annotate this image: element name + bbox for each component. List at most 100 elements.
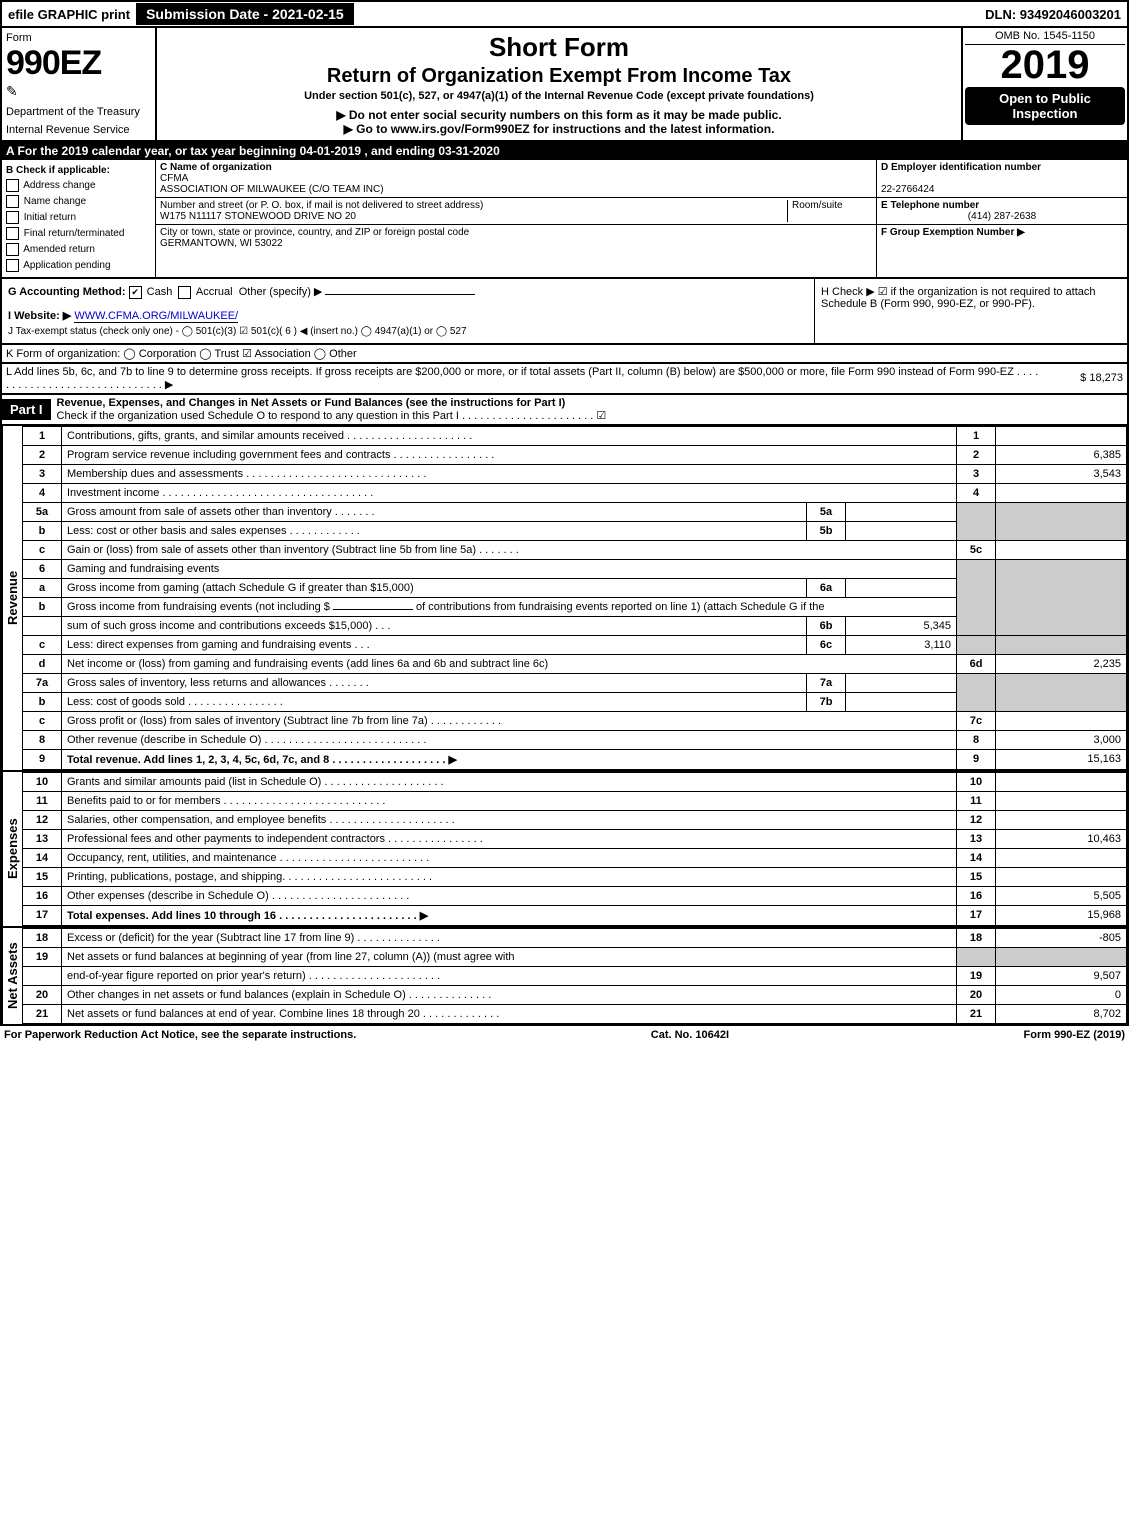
goto-link[interactable]: ▶ Go to www.irs.gov/Form990EZ for instru… [165,122,953,136]
f-label: F Group Exemption Number ▶ [881,227,1025,238]
return-title: Return of Organization Exempt From Incom… [165,65,953,88]
l-text: L Add lines 5b, 6c, and 7b to line 9 to … [6,366,1043,391]
room-label: Room/suite [792,200,843,211]
line-13: Professional fees and other payments to … [62,829,957,848]
amt-17: 15,968 [996,905,1127,925]
page-footer: For Paperwork Reduction Act Notice, see … [0,1026,1129,1044]
line-11: Benefits paid to or for members . . . . … [62,791,957,810]
city: GERMANTOWN, WI 53022 [160,238,283,249]
short-form-title: Short Form [165,32,953,63]
line-19b: end-of-year figure reported on prior yea… [62,966,957,985]
amt-6d: 2,235 [996,654,1127,673]
app-pending-checkbox[interactable] [6,259,19,272]
footer-right: Form 990-EZ (2019) [1024,1029,1125,1041]
expenses-section: Expenses 10Grants and similar amounts pa… [0,772,1129,928]
line-7a: Gross sales of inventory, less returns a… [62,673,807,692]
amended-return-label: Amended return [23,244,95,255]
line-8: Other revenue (describe in Schedule O) .… [62,730,957,749]
top-bar: efile GRAPHIC print Submission Date - 20… [0,0,1129,28]
line-20: Other changes in net assets or fund bala… [62,985,957,1004]
accrual-checkbox[interactable] [178,286,191,299]
form-label: Form [6,32,151,44]
i-label: I Website: ▶ [8,310,71,322]
revenue-vert-label: Revenue [2,426,22,770]
line-18: Excess or (deficit) for the year (Subtra… [62,928,957,947]
subtitle: Under section 501(c), 527, or 4947(a)(1)… [165,90,953,102]
department: Department of the Treasury [6,106,151,118]
amt-2: 6,385 [996,445,1127,464]
g-label: G Accounting Method: [8,286,126,298]
netassets-vert-label: Net Assets [2,928,22,1024]
irs: Internal Revenue Service [6,124,151,136]
open-to-public: Open to Public Inspection [965,87,1125,125]
city-label: City or town, state or province, country… [160,227,469,238]
line-6c: Less: direct expenses from gaming and fu… [62,635,807,654]
part1-checknote: Check if the organization used Schedule … [57,410,607,422]
website-link[interactable]: WWW.CFMA.ORG/MILWAUKEE/ [74,310,238,323]
amt-20: 0 [996,985,1127,1004]
initial-return-label: Initial return [24,212,76,223]
part1-label: Part I [2,399,51,420]
amt-6c: 3,110 [846,635,957,654]
cash-label: Cash [147,286,173,298]
b-label: B Check if applicable: [6,165,151,176]
line-4: Investment income . . . . . . . . . . . … [62,483,957,502]
line-7b: Less: cost of goods sold . . . . . . . .… [62,692,807,711]
line-16: Other expenses (describe in Schedule O) … [62,886,957,905]
line-10: Grants and similar amounts paid (list in… [62,772,957,791]
tax-year: 2019 [965,45,1125,85]
submission-date: Submission Date - 2021-02-15 [136,3,354,25]
other-method-label: Other (specify) ▶ [239,286,323,298]
form-header: Form 990EZ ✎ Department of the Treasury … [0,28,1129,142]
c-label: C Name of organization [160,162,272,173]
line-6b-wrap: Gross income from fundraising events (no… [62,597,957,616]
amended-return-checkbox[interactable] [6,243,19,256]
line-6: Gaming and fundraising events [62,559,957,578]
j-tax-exempt: J Tax-exempt status (check only one) - ◯… [8,326,808,337]
amt-18: -805 [996,928,1127,947]
dln: DLN: 93492046003201 [985,7,1127,22]
line-6b2: of contributions from fundraising events… [416,601,824,613]
amt-16: 5,505 [996,886,1127,905]
final-return-checkbox[interactable] [6,227,19,240]
amt-8: 3,000 [996,730,1127,749]
footer-left: For Paperwork Reduction Act Notice, see … [4,1029,356,1041]
amt-3: 3,543 [996,464,1127,483]
line-6b3: sum of such gross income and contributio… [62,616,807,635]
l-row: L Add lines 5b, 6c, and 7b to line 9 to … [0,364,1129,395]
street-label: Number and street (or P. O. box, if mail… [160,200,483,211]
part1-title: Revenue, Expenses, and Changes in Net As… [57,397,566,409]
expenses-vert-label: Expenses [2,772,22,926]
line-17: Total expenses. Add lines 10 through 16 … [62,905,957,925]
initial-return-checkbox[interactable] [6,211,19,224]
ein: 22-2766424 [881,184,934,195]
cash-checkbox[interactable] [129,286,142,299]
line-6b1: Gross income from fundraising events (no… [67,601,330,613]
street: W175 N11117 STONEWOOD DRIVE NO 20 [160,211,356,222]
e-label: E Telephone number [881,200,979,211]
amt-21: 8,702 [996,1004,1127,1023]
line-9: Total revenue. Add lines 1, 2, 3, 4, 5c,… [62,749,957,769]
line-3: Membership dues and assessments . . . . … [62,464,957,483]
line-5c: Gain or (loss) from sale of assets other… [62,540,957,559]
form-number: 990EZ [6,44,151,83]
net-assets-section: Net Assets 18Excess or (deficit) for the… [0,928,1129,1026]
line-2: Program service revenue including govern… [62,445,957,464]
entity-info: B Check if applicable: Address change Na… [0,160,1129,279]
amt-6b: 5,345 [846,616,957,635]
amt-13: 10,463 [996,829,1127,848]
addr-change-checkbox[interactable] [6,179,19,192]
amt-19: 9,507 [996,966,1127,985]
revenue-section: Revenue 1Contributions, gifts, grants, a… [0,426,1129,772]
efile-label[interactable]: efile GRAPHIC print [2,7,136,22]
line-7c: Gross profit or (loss) from sales of inv… [62,711,957,730]
name-change-label: Name change [24,196,86,207]
line-6a: Gross income from gaming (attach Schedul… [62,578,807,597]
name-change-checkbox[interactable] [6,195,19,208]
line-19a: Net assets or fund balances at beginning… [62,947,957,966]
line-15: Printing, publications, postage, and shi… [62,867,957,886]
addr-change-label: Address change [23,180,95,191]
footer-cat: Cat. No. 10642I [356,1029,1023,1041]
org-name-2: ASSOCIATION OF MILWAUKEE (C/O TEAM INC) [160,184,384,195]
accrual-label: Accrual [196,286,233,298]
